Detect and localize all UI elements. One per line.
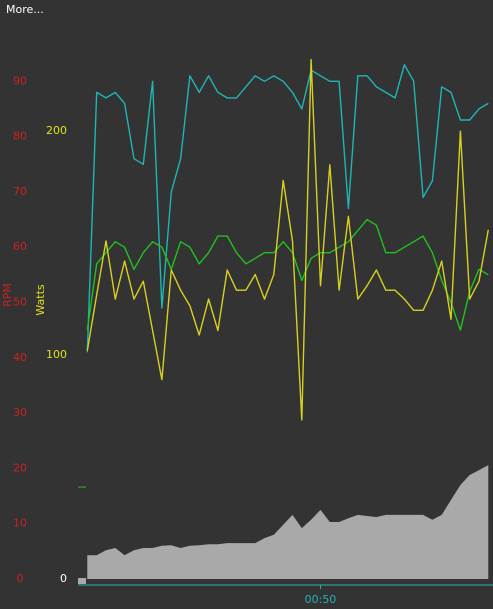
more-button[interactable]: More... [6, 3, 44, 16]
y2-axis-label: Watts [34, 284, 47, 316]
y-tick-label: 70 [13, 185, 27, 198]
line [86, 218, 489, 331]
x-tick-label: 00:50 [305, 593, 337, 606]
y2-tick-label: 0 [60, 572, 67, 585]
line [86, 58, 489, 421]
y-tick-label: 30 [13, 406, 27, 419]
area [87, 465, 489, 579]
start-block [78, 578, 86, 584]
y-tick-label: 90 [13, 74, 27, 87]
y-tick-label: 10 [13, 517, 27, 530]
y2-tick-label: 100 [46, 348, 67, 361]
y-tick-label: 20 [13, 461, 27, 474]
y-tick-label: 0 [17, 572, 24, 585]
y-tick-label: 60 [13, 240, 27, 253]
line [86, 64, 489, 353]
y-tick-label: 80 [13, 130, 27, 143]
y-axis-label: RPM [1, 283, 14, 307]
y-tick-label: 50 [13, 296, 27, 309]
y2-tick-label: 200 [46, 124, 67, 137]
y-tick-label: 40 [13, 351, 27, 364]
